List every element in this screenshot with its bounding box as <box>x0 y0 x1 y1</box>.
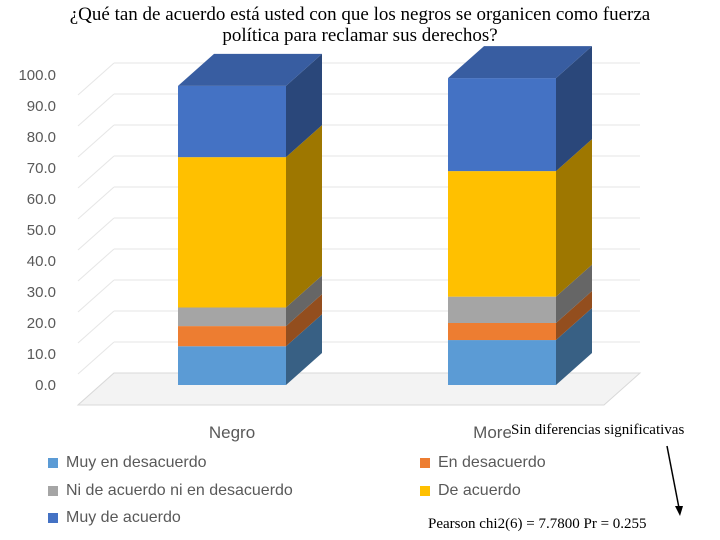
legend-swatch <box>420 486 430 496</box>
chart-title: ¿Qué tan de acuerdo está usted con que l… <box>0 4 720 46</box>
chart-legend: Muy en desacuerdo En desacuerdo Ni de ac… <box>0 448 720 532</box>
y-tick-label: 30.0 <box>27 284 56 301</box>
bar-side <box>286 294 322 347</box>
legend-swatch <box>48 513 58 523</box>
y-tick-label: 60.0 <box>27 191 56 208</box>
chart-title-line1: ¿Qué tan de acuerdo está usted con que l… <box>69 4 651 25</box>
y-tick-label: 90.0 <box>27 98 56 115</box>
bar-front <box>178 346 286 385</box>
legend-label: Muy de acuerdo <box>66 509 181 526</box>
bar-front <box>448 323 556 341</box>
annotation-pearson-chi2: Pearson chi2(6) = 7.7800 Pr = 0.255 <box>428 516 647 533</box>
legend-swatch <box>420 458 430 468</box>
gridline-side <box>77 186 115 220</box>
y-tick-label: 0.0 <box>35 377 56 394</box>
legend-item-en-desacuerdo: En desacuerdo <box>420 454 546 472</box>
bar-segment <box>178 275 322 327</box>
y-tick-label: 40.0 <box>27 253 56 270</box>
bar-front <box>178 326 286 347</box>
legend-item-de-acuerdo: De acuerdo <box>420 482 521 500</box>
bar-segment <box>448 264 592 323</box>
bar-segment <box>448 308 592 385</box>
legend-label: Muy en desacuerdo <box>66 454 207 471</box>
y-tick-label: 100.0 <box>18 67 56 84</box>
bar-front <box>448 78 556 172</box>
legend-item-muy-en-desacuerdo: Muy en desacuerdo <box>48 454 207 472</box>
bar-side <box>286 314 322 385</box>
y-tick-label: 50.0 <box>27 222 56 239</box>
legend-item-muy-de-acuerdo: Muy de acuerdo <box>48 509 181 527</box>
x-tick-label: Negro <box>209 423 255 442</box>
bar-side <box>286 125 322 308</box>
bar-segment <box>178 314 322 385</box>
bar-side <box>286 275 322 327</box>
gridline-side <box>77 217 115 251</box>
legend-label: En desacuerdo <box>438 454 546 471</box>
chart-title-line2: política para reclamar sus derechos? <box>222 25 498 46</box>
legend-item-ni-de-acuerdo: Ni de acuerdo ni en desacuerdo <box>48 482 293 500</box>
bar-front <box>448 171 556 297</box>
gridline-side <box>77 155 115 189</box>
bar-front <box>448 340 556 385</box>
bar-segment <box>178 53 322 158</box>
gridline-side <box>77 124 115 158</box>
annotation-no-significant-differences: Sin diferencias significativas <box>511 422 685 439</box>
legend-swatch <box>48 486 58 496</box>
legend-label: De acuerdo <box>438 482 521 499</box>
gridline-side <box>77 62 115 96</box>
bar-front <box>178 85 286 158</box>
bar-side <box>286 53 322 158</box>
y-tick-label: 20.0 <box>27 315 56 332</box>
legend-swatch <box>48 458 58 468</box>
bar-side <box>556 308 592 385</box>
bar-side <box>556 264 592 323</box>
bar-segment <box>448 139 592 297</box>
bar-segment <box>178 294 322 347</box>
bar-segment <box>178 125 322 308</box>
legend-label: Ni de acuerdo ni en desacuerdo <box>66 482 293 499</box>
bar-side <box>556 46 592 172</box>
bar-side <box>556 291 592 341</box>
y-tick-label: 70.0 <box>27 160 56 177</box>
gridline-side <box>77 93 115 127</box>
y-tick-label: 10.0 <box>27 346 56 363</box>
bar-top <box>448 46 592 79</box>
gridline-side <box>77 341 115 375</box>
bar-front <box>178 157 286 308</box>
bar-front <box>448 296 556 323</box>
gridline-side <box>77 248 115 282</box>
bar-top <box>178 53 322 86</box>
bar-side <box>556 139 592 297</box>
bar-segment <box>448 291 592 341</box>
gridline-side <box>77 279 115 313</box>
bar-segment <box>448 46 592 172</box>
y-tick-label: 80.0 <box>27 129 56 146</box>
bar-front <box>178 307 286 327</box>
gridline-side <box>77 310 115 344</box>
